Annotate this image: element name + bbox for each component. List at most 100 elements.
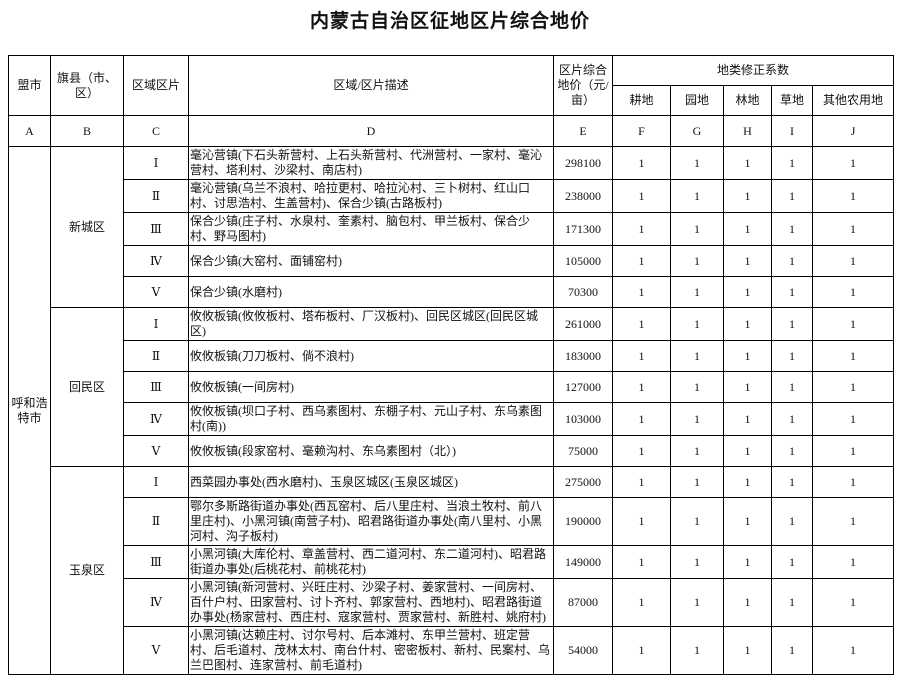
zone-label: Ⅲ bbox=[123, 212, 189, 246]
coefficient: 1 bbox=[723, 466, 772, 498]
zone-label: Ⅱ bbox=[123, 179, 189, 213]
coefficient: 1 bbox=[670, 578, 724, 627]
league-name: 呼和浩特市 bbox=[8, 146, 51, 675]
zone-label: Ⅲ bbox=[123, 545, 189, 579]
zone-label: Ⅰ bbox=[123, 307, 189, 341]
zone-price: 183000 bbox=[553, 340, 613, 372]
zone-description: 鄂尔多斯路街道办事处(西瓦窑村、后八里庄村、当浪土牧村、前八里庄村)、小黑河镇(… bbox=[188, 497, 554, 546]
coefficient: 1 bbox=[723, 578, 772, 627]
subcolumn-header: 草地 bbox=[771, 85, 813, 116]
zone-description: 攸攸板镇(一间房村) bbox=[188, 371, 554, 403]
coefficient: 1 bbox=[723, 545, 772, 579]
zone-price: 298100 bbox=[553, 146, 613, 180]
coefficient: 1 bbox=[612, 371, 671, 403]
coefficient: 1 bbox=[670, 307, 724, 341]
coefficient: 1 bbox=[723, 307, 772, 341]
coefficient: 1 bbox=[771, 435, 813, 467]
table-row: Ⅴ 保合少镇(水磨村) 70300 1 1 1 1 1 bbox=[9, 276, 895, 308]
coefficient: 1 bbox=[811, 146, 895, 180]
coefficient: 1 bbox=[670, 146, 724, 180]
coefficient: 1 bbox=[771, 578, 813, 627]
zone-price: 54000 bbox=[553, 626, 613, 675]
coefficient: 1 bbox=[670, 402, 724, 436]
coefficient: 1 bbox=[723, 245, 772, 277]
coefficient: 1 bbox=[723, 626, 772, 675]
zone-description: 攸攸板镇(坝口子村、西乌素图村、东棚子村、元山子村、东乌素图村(南)) bbox=[188, 402, 554, 436]
coefficient: 1 bbox=[612, 466, 671, 498]
zone-description: 毫沁营镇(乌兰不浪村、哈拉更村、哈拉沁村、三卜树村、红山口村、讨思浩村、生盖营村… bbox=[188, 179, 554, 213]
coefficient: 1 bbox=[670, 497, 724, 546]
zone-price: 261000 bbox=[553, 307, 613, 341]
coefficient: 1 bbox=[670, 276, 724, 308]
zone-price: 275000 bbox=[553, 466, 613, 498]
coefficient: 1 bbox=[670, 466, 724, 498]
coefficient: 1 bbox=[670, 626, 724, 675]
column-header: 区域/区片描述 bbox=[188, 55, 554, 116]
coefficient: 1 bbox=[670, 245, 724, 277]
coefficient: 1 bbox=[771, 307, 813, 341]
table-row: Ⅲ 攸攸板镇(一间房村) 127000 1 1 1 1 1 bbox=[9, 371, 895, 403]
zone-description: 西菜园办事处(西水磨村)、玉泉区城区(玉泉区城区) bbox=[188, 466, 554, 498]
column-letter: H bbox=[723, 115, 772, 147]
column-letter: I bbox=[771, 115, 813, 147]
coefficient: 1 bbox=[723, 340, 772, 372]
coefficient: 1 bbox=[771, 626, 813, 675]
zone-label: Ⅴ bbox=[123, 276, 189, 308]
column-letter: B bbox=[50, 115, 124, 147]
table-row: 玉泉区 Ⅰ 西菜园办事处(西水磨村)、玉泉区城区(玉泉区城区) 275000 1 1 1 1 1 bbox=[9, 466, 895, 675]
coefficient: 1 bbox=[612, 626, 671, 675]
zone-label: Ⅳ bbox=[123, 402, 189, 436]
coefficient: 1 bbox=[771, 146, 813, 180]
zone-description: 保合少镇(庄子村、水泉村、奎素村、脑包村、甲兰板村、保合少村、野马图村) bbox=[188, 212, 554, 246]
zone-label: Ⅴ bbox=[123, 626, 189, 675]
coefficient: 1 bbox=[811, 578, 895, 627]
coefficient: 1 bbox=[612, 402, 671, 436]
table-row: Ⅳ 小黑河镇(新河营村、兴旺庄村、沙梁子村、姜家营村、一间房村、百什户村、田家营村… bbox=[9, 578, 895, 627]
coefficient: 1 bbox=[811, 371, 895, 403]
subcolumn-header: 园地 bbox=[670, 85, 724, 116]
column-header: 旗县（市、区） bbox=[50, 55, 124, 116]
coefficient: 1 bbox=[723, 212, 772, 246]
coefficient: 1 bbox=[811, 497, 895, 546]
coefficient: 1 bbox=[670, 435, 724, 467]
subcolumn-header: 耕地 bbox=[612, 85, 671, 116]
coefficient: 1 bbox=[670, 340, 724, 372]
zone-price: 190000 bbox=[553, 497, 613, 546]
table-row: Ⅱ 攸攸板镇(刀刀板村、倘不浪村) 183000 1 1 1 1 1 bbox=[9, 340, 895, 372]
zone-price: 171300 bbox=[553, 212, 613, 246]
zone-price: 70300 bbox=[553, 276, 613, 308]
coefficient: 1 bbox=[670, 545, 724, 579]
table-row: 盟市 旗县（市、区） 区域区片 区域/区片描述 区片综合地价（元/亩） 地类修正系数 bbox=[8, 55, 895, 116]
table-row: 回民区 Ⅰ 攸攸板镇(攸攸板村、塔布板村、厂汉板村)、回民区城区(回民区城区) 261… bbox=[9, 307, 895, 467]
zone-label: Ⅰ bbox=[123, 466, 189, 498]
coefficient: 1 bbox=[612, 212, 671, 246]
coefficient: 1 bbox=[612, 545, 671, 579]
zone-label: Ⅱ bbox=[123, 340, 189, 372]
coefficient: 1 bbox=[811, 435, 895, 467]
coefficient: 1 bbox=[771, 466, 813, 498]
coefficient: 1 bbox=[811, 307, 895, 341]
zone-price: 238000 bbox=[553, 179, 613, 213]
column-letter: A bbox=[8, 115, 51, 147]
column-letter: D bbox=[188, 115, 554, 147]
coefficient: 1 bbox=[670, 212, 724, 246]
coefficient: 1 bbox=[771, 402, 813, 436]
coefficient: 1 bbox=[723, 179, 772, 213]
coefficient: 1 bbox=[811, 340, 895, 372]
coefficient: 1 bbox=[723, 276, 772, 308]
table-row: Ⅲ 保合少镇(庄子村、水泉村、奎素村、脑包村、甲兰板村、保合少村、野马图村) 171… bbox=[9, 212, 895, 246]
table-row: 呼和浩特市 新城区 Ⅰ 毫沁营镇(下石头新营村、上石头新营村、代洲营村、一家村、毫沁营… bbox=[8, 146, 895, 675]
zone-description: 保合少镇(大窑村、面铺窑村) bbox=[188, 245, 554, 277]
district-name: 回民区 bbox=[50, 307, 124, 467]
district-name: 玉泉区 bbox=[50, 466, 124, 675]
coefficient: 1 bbox=[612, 578, 671, 627]
column-letter: C bbox=[123, 115, 189, 147]
coefficient: 1 bbox=[811, 276, 895, 308]
zone-description: 毫沁营镇(下石头新营村、上石头新营村、代洲营村、一家村、毫沁营村、塔利村、沙梁村… bbox=[188, 146, 554, 180]
coefficient: 1 bbox=[612, 146, 671, 180]
coefficient: 1 bbox=[723, 402, 772, 436]
coefficient: 1 bbox=[811, 245, 895, 277]
coefficient: 1 bbox=[771, 340, 813, 372]
